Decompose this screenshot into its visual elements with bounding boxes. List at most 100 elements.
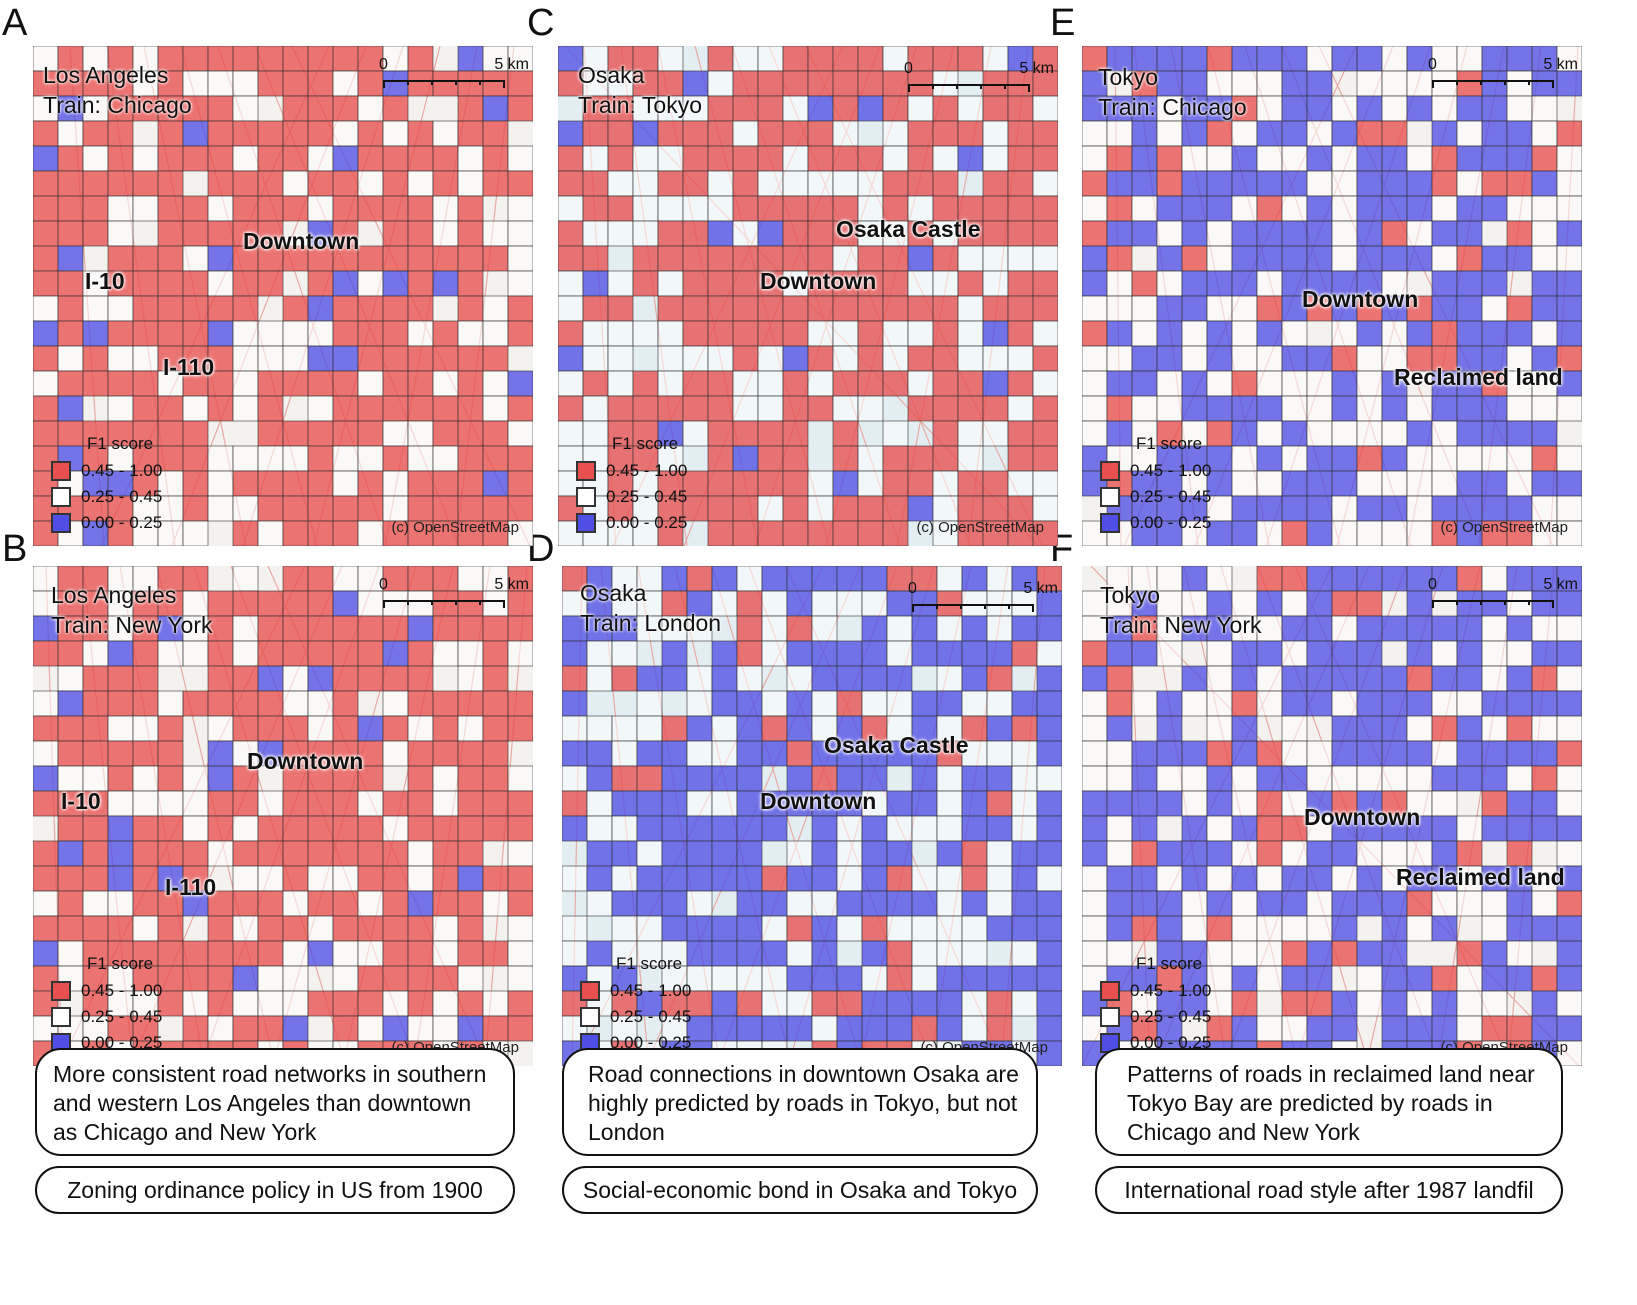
- grid-cell: [782, 445, 809, 472]
- grid-cell: [1556, 170, 1582, 197]
- grid-cell: [1131, 395, 1158, 422]
- grid-cell: [57, 940, 84, 967]
- grid-cell: [1206, 320, 1233, 347]
- grid-cell: [936, 640, 963, 667]
- grid-cell: [1131, 815, 1158, 842]
- grid-cell: [382, 295, 409, 322]
- grid-cell: [332, 590, 359, 617]
- city-name: Tokyo: [1100, 582, 1161, 608]
- grid-cell: [1406, 495, 1433, 522]
- grid-cell: [582, 320, 609, 347]
- legend-swatch-high: [580, 981, 600, 1001]
- grid-cell: [107, 890, 134, 917]
- grid-cell: [1156, 915, 1183, 942]
- grid-cell: [961, 790, 988, 817]
- grid-cell: [207, 195, 234, 222]
- grid-cell: [1431, 815, 1458, 842]
- grid-cell: [282, 665, 309, 692]
- grid-cell: [582, 195, 609, 222]
- grid-cell: [882, 145, 909, 172]
- grid-cell: [1481, 46, 1508, 72]
- grid-cell: [1481, 170, 1508, 197]
- grid-cell: [1406, 46, 1433, 72]
- grid-cell: [1106, 320, 1133, 347]
- grid-cell: [636, 615, 663, 642]
- grid-cell: [1036, 815, 1062, 842]
- grid-cell: [886, 615, 913, 642]
- grid-cell: [1011, 640, 1038, 667]
- grid-cell: [1531, 815, 1558, 842]
- grid-cell: [257, 70, 284, 97]
- grid-cell: [282, 370, 309, 397]
- grid-cell: [1331, 195, 1358, 222]
- grid-cell: [1256, 145, 1283, 172]
- grid-cell: [1506, 420, 1533, 447]
- grid-cell: [657, 220, 684, 247]
- grid-cell: [332, 890, 359, 917]
- grid-cell: [1381, 395, 1408, 422]
- grid-cell: [1556, 195, 1582, 222]
- grid-cell: [936, 865, 963, 892]
- grid-cell: [1531, 715, 1558, 742]
- grid-cell: [82, 270, 109, 297]
- grid-cell: [332, 445, 359, 472]
- grid-cell: [307, 145, 334, 172]
- grid-cell: [732, 520, 759, 546]
- grid-cell: [1007, 320, 1034, 347]
- grid-cell: [232, 195, 259, 222]
- grid-cell: [1256, 1015, 1283, 1042]
- grid-cell: [132, 790, 159, 817]
- grid-cell: [382, 445, 409, 472]
- grid-cell: [1456, 940, 1483, 967]
- grid-cell: [886, 890, 913, 917]
- grid-cell: [732, 345, 759, 372]
- grid-cell: [832, 70, 859, 97]
- grid-cell: [562, 615, 588, 642]
- grid-cell: [586, 615, 613, 642]
- grid-cell: [586, 640, 613, 667]
- grid-cell: [1431, 520, 1458, 546]
- grid-cell: [1231, 195, 1258, 222]
- grid-cell: [936, 615, 963, 642]
- grid-cell: [157, 170, 184, 197]
- grid-cell: [562, 715, 588, 742]
- grid-cell: [407, 145, 434, 172]
- grid-cell: [807, 95, 834, 122]
- scale-tick: [479, 80, 481, 85]
- grid-cell: [257, 445, 284, 472]
- grid-cell: [157, 320, 184, 347]
- scale-tick: [1456, 80, 1458, 85]
- grid-cell: [132, 420, 159, 447]
- grid-cell: [1456, 470, 1483, 497]
- grid-cell: [157, 840, 184, 867]
- grid-cell: [1406, 320, 1433, 347]
- grid-cell: [1156, 320, 1183, 347]
- grid-cell: [357, 915, 384, 942]
- grid-cell: [757, 220, 784, 247]
- grid-cell: [961, 1015, 988, 1042]
- grid-cell: [1431, 245, 1458, 272]
- grid-cell: [936, 690, 963, 717]
- grid-cell: [157, 195, 184, 222]
- grid-cell: [836, 990, 863, 1017]
- grid-cell: [1381, 990, 1408, 1017]
- grid-cell: [886, 990, 913, 1017]
- grid-cell: [407, 70, 434, 97]
- grid-cell: [107, 120, 134, 147]
- legend-low: 0.00 - 0.25: [606, 513, 688, 532]
- grid-cell: [1531, 790, 1558, 817]
- grid-cell: [836, 665, 863, 692]
- map-title: Osaka Train: Tokyo: [578, 60, 702, 120]
- grid-cell: [686, 790, 713, 817]
- grid-cell: [761, 965, 788, 992]
- grid-cell: [432, 445, 459, 472]
- grid-cell: [282, 915, 309, 942]
- grid-cell: [57, 640, 84, 667]
- grid-cell: [107, 840, 134, 867]
- grid-cell: [936, 840, 963, 867]
- grid-cell: [1306, 220, 1333, 247]
- grid-cell: [307, 640, 334, 667]
- grid-cell: [107, 295, 134, 322]
- grid-cell: [1281, 395, 1308, 422]
- grid-cell: [1381, 790, 1408, 817]
